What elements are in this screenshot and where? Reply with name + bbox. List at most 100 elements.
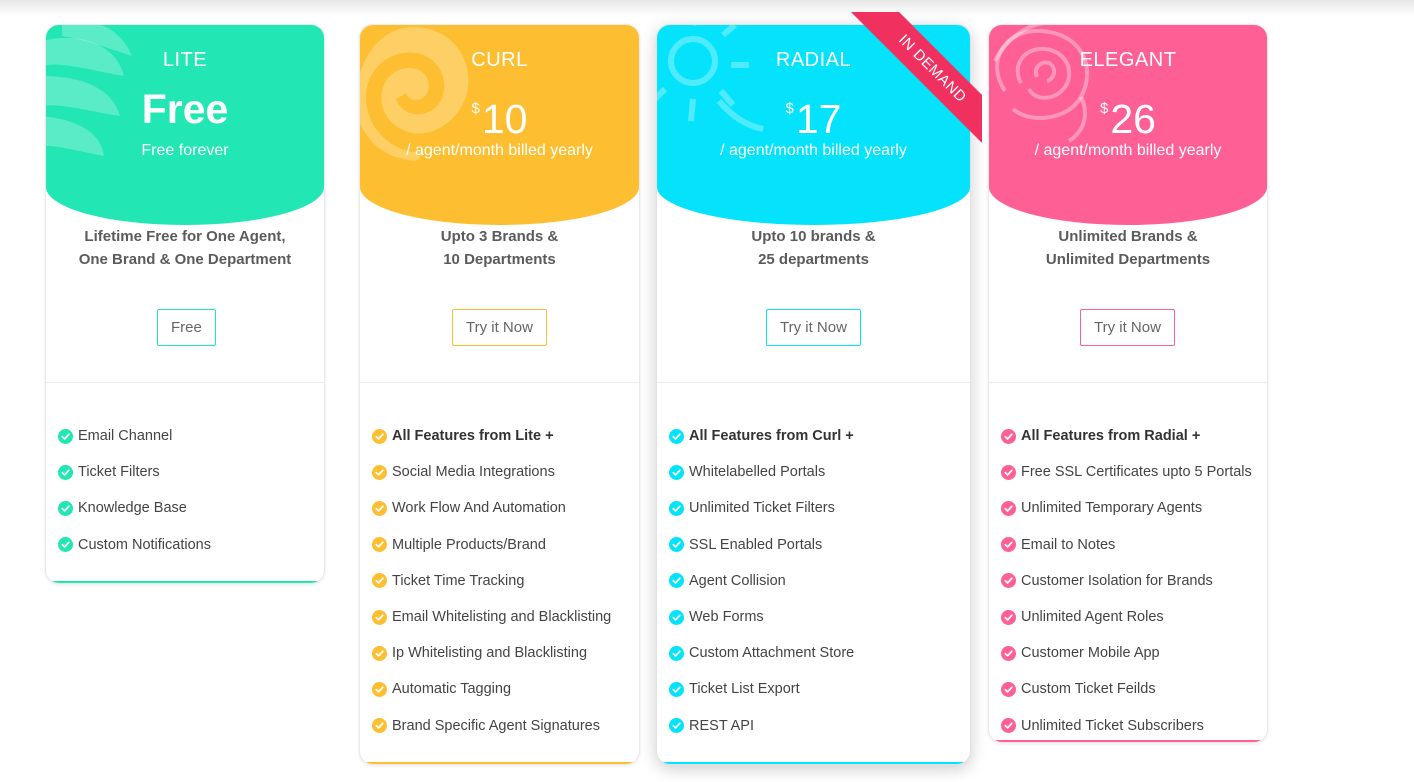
- divider: [657, 382, 970, 383]
- feature-item: Email to Notes: [1001, 527, 1252, 563]
- summary-line: 10 Departments: [443, 251, 556, 268]
- feature-label: Work Flow And Automation: [392, 500, 566, 517]
- check-icon: [58, 464, 73, 480]
- feature-item: Brand Specific Agent Signatures: [372, 708, 611, 744]
- feature-item: REST API: [669, 708, 854, 744]
- feature-label: Agent Collision: [689, 572, 786, 589]
- feature-item: All Features from Radial +: [1001, 418, 1252, 454]
- feature-label: Web Forms: [689, 609, 764, 626]
- feature-item: Social Media Integrations: [372, 454, 611, 490]
- feature-item: Ticket Filters: [58, 454, 211, 490]
- plan-price: $10: [360, 85, 639, 143]
- feature-list: Email Channel Ticket Filters Knowledge Bas…: [58, 418, 211, 563]
- check-icon: [1001, 645, 1016, 661]
- feature-label: Unlimited Ticket Subscribers: [1021, 717, 1204, 734]
- feature-label: All Features from Lite +: [392, 428, 554, 445]
- feature-item: Knowledge Base: [58, 490, 211, 526]
- summary-line: Upto 10 brands &: [751, 228, 876, 245]
- divider: [360, 382, 639, 383]
- check-icon: [372, 537, 387, 553]
- divider: [989, 382, 1267, 383]
- free-button[interactable]: Free: [157, 309, 216, 346]
- feature-label: Brand Specific Agent Signatures: [392, 717, 600, 734]
- check-icon: [372, 464, 387, 480]
- ribbon-corner: IN DEMAND: [846, 12, 982, 150]
- feature-label: Customer Mobile App: [1021, 645, 1160, 662]
- check-icon: [372, 500, 387, 516]
- price-subtitle: / agent/month billed yearly: [720, 142, 907, 159]
- price-value: Free: [141, 86, 229, 132]
- feature-item: Ticket Time Tracking: [372, 563, 611, 599]
- plan-summary: Lifetime Free for One Agent, One Brand &…: [46, 225, 324, 271]
- feature-label: Custom Ticket Feilds: [1021, 681, 1156, 698]
- price-value: 26: [1110, 96, 1156, 142]
- feature-label: Social Media Integrations: [392, 464, 555, 481]
- card-bottom-border: [360, 762, 639, 764]
- feature-item: Customer Mobile App: [1001, 635, 1252, 671]
- feature-item: Whitelabelled Portals: [669, 454, 854, 490]
- check-icon: [58, 428, 73, 444]
- feature-item: Automatic Tagging: [372, 671, 611, 707]
- price-subtitle: / agent/month billed yearly: [406, 142, 593, 159]
- feature-item: Unlimited Ticket Filters: [669, 490, 854, 526]
- check-icon: [372, 718, 387, 734]
- feature-item: Unlimited Temporary Agents: [1001, 490, 1252, 526]
- feature-label: Custom Attachment Store: [689, 645, 855, 662]
- in-demand-ribbon: IN DEMAND: [849, 12, 982, 150]
- price-value: 17: [795, 96, 842, 142]
- feature-label: All Features from Radial +: [1021, 428, 1201, 445]
- price-value: 10: [481, 96, 528, 142]
- plan-summary: Upto 3 Brands & 10 Departments: [360, 225, 639, 271]
- feature-label: Free SSL Certificates upto 5 Portals: [1021, 464, 1252, 481]
- plan-name: ELEGANT: [1079, 49, 1177, 71]
- feature-item: Unlimited Agent Roles: [1001, 599, 1252, 635]
- feature-item: Email Channel: [58, 418, 211, 454]
- plan-header: CURL $10 / agent/month billed yearly: [360, 25, 639, 225]
- feature-list: All Features from Curl + Whitelabelled Po…: [669, 418, 854, 744]
- price-subtitle: / agent/month billed yearly: [1034, 142, 1222, 159]
- summary-line: One Brand & One Department: [78, 251, 292, 268]
- plan-summary: Unlimited Brands & Unlimited Departments: [989, 225, 1267, 271]
- try-it-now-button[interactable]: Try it Now: [1080, 309, 1175, 346]
- check-icon: [1001, 609, 1016, 625]
- feature-item: Agent Collision: [669, 563, 854, 599]
- feature-item: All Features from Lite +: [372, 418, 611, 454]
- check-icon: [1001, 718, 1016, 734]
- shell-icon: [360, 27, 469, 161]
- feature-item: Unlimited Ticket Subscribers: [1001, 708, 1252, 743]
- feature-item: Email Whitelisting and Blacklisting: [372, 599, 611, 635]
- check-icon: [669, 645, 684, 661]
- price-subtitle: Free forever: [141, 142, 229, 159]
- feature-label: Whitelabelled Portals: [689, 464, 826, 481]
- feature-label: Unlimited Agent Roles: [1021, 609, 1164, 626]
- card-bottom-border: [657, 762, 970, 764]
- feature-label: Ticket Time Tracking: [392, 572, 525, 589]
- summary-line: Lifetime Free for One Agent,: [84, 228, 286, 245]
- check-icon: [1001, 500, 1016, 516]
- try-it-now-button[interactable]: Try it Now: [452, 309, 547, 346]
- check-icon: [1001, 537, 1016, 553]
- check-icon: [1001, 573, 1016, 589]
- feature-label: REST API: [689, 717, 755, 734]
- feature-label: Multiple Products/Brand: [392, 536, 546, 553]
- check-icon: [669, 718, 684, 734]
- feature-list: All Features from Radial + Free SSL Certi…: [1001, 418, 1252, 743]
- plan-header: ELEGANT $26 / agent/month billed yearly: [989, 25, 1267, 225]
- feature-item: All Features from Curl +: [669, 418, 854, 454]
- feature-label: Ip Whitelisting and Blacklisting: [392, 645, 588, 662]
- check-icon: [669, 464, 684, 480]
- currency-symbol: $: [785, 100, 794, 117]
- plan-price: Free: [46, 85, 324, 133]
- try-it-now-button[interactable]: Try it Now: [766, 309, 861, 346]
- check-icon: [372, 681, 387, 697]
- feature-item: Free SSL Certificates upto 5 Portals: [1001, 454, 1252, 490]
- feature-item: Custom Notifications: [58, 527, 211, 563]
- check-icon: [669, 500, 684, 516]
- feature-label: Email Whitelisting and Blacklisting: [392, 609, 612, 626]
- currency-symbol: $: [1100, 100, 1109, 117]
- check-icon: [372, 609, 387, 625]
- plan-name: LITE: [162, 49, 208, 71]
- feature-label: Unlimited Temporary Agents: [1021, 500, 1203, 517]
- feature-label: Unlimited Ticket Filters: [689, 500, 835, 517]
- check-icon: [669, 537, 684, 553]
